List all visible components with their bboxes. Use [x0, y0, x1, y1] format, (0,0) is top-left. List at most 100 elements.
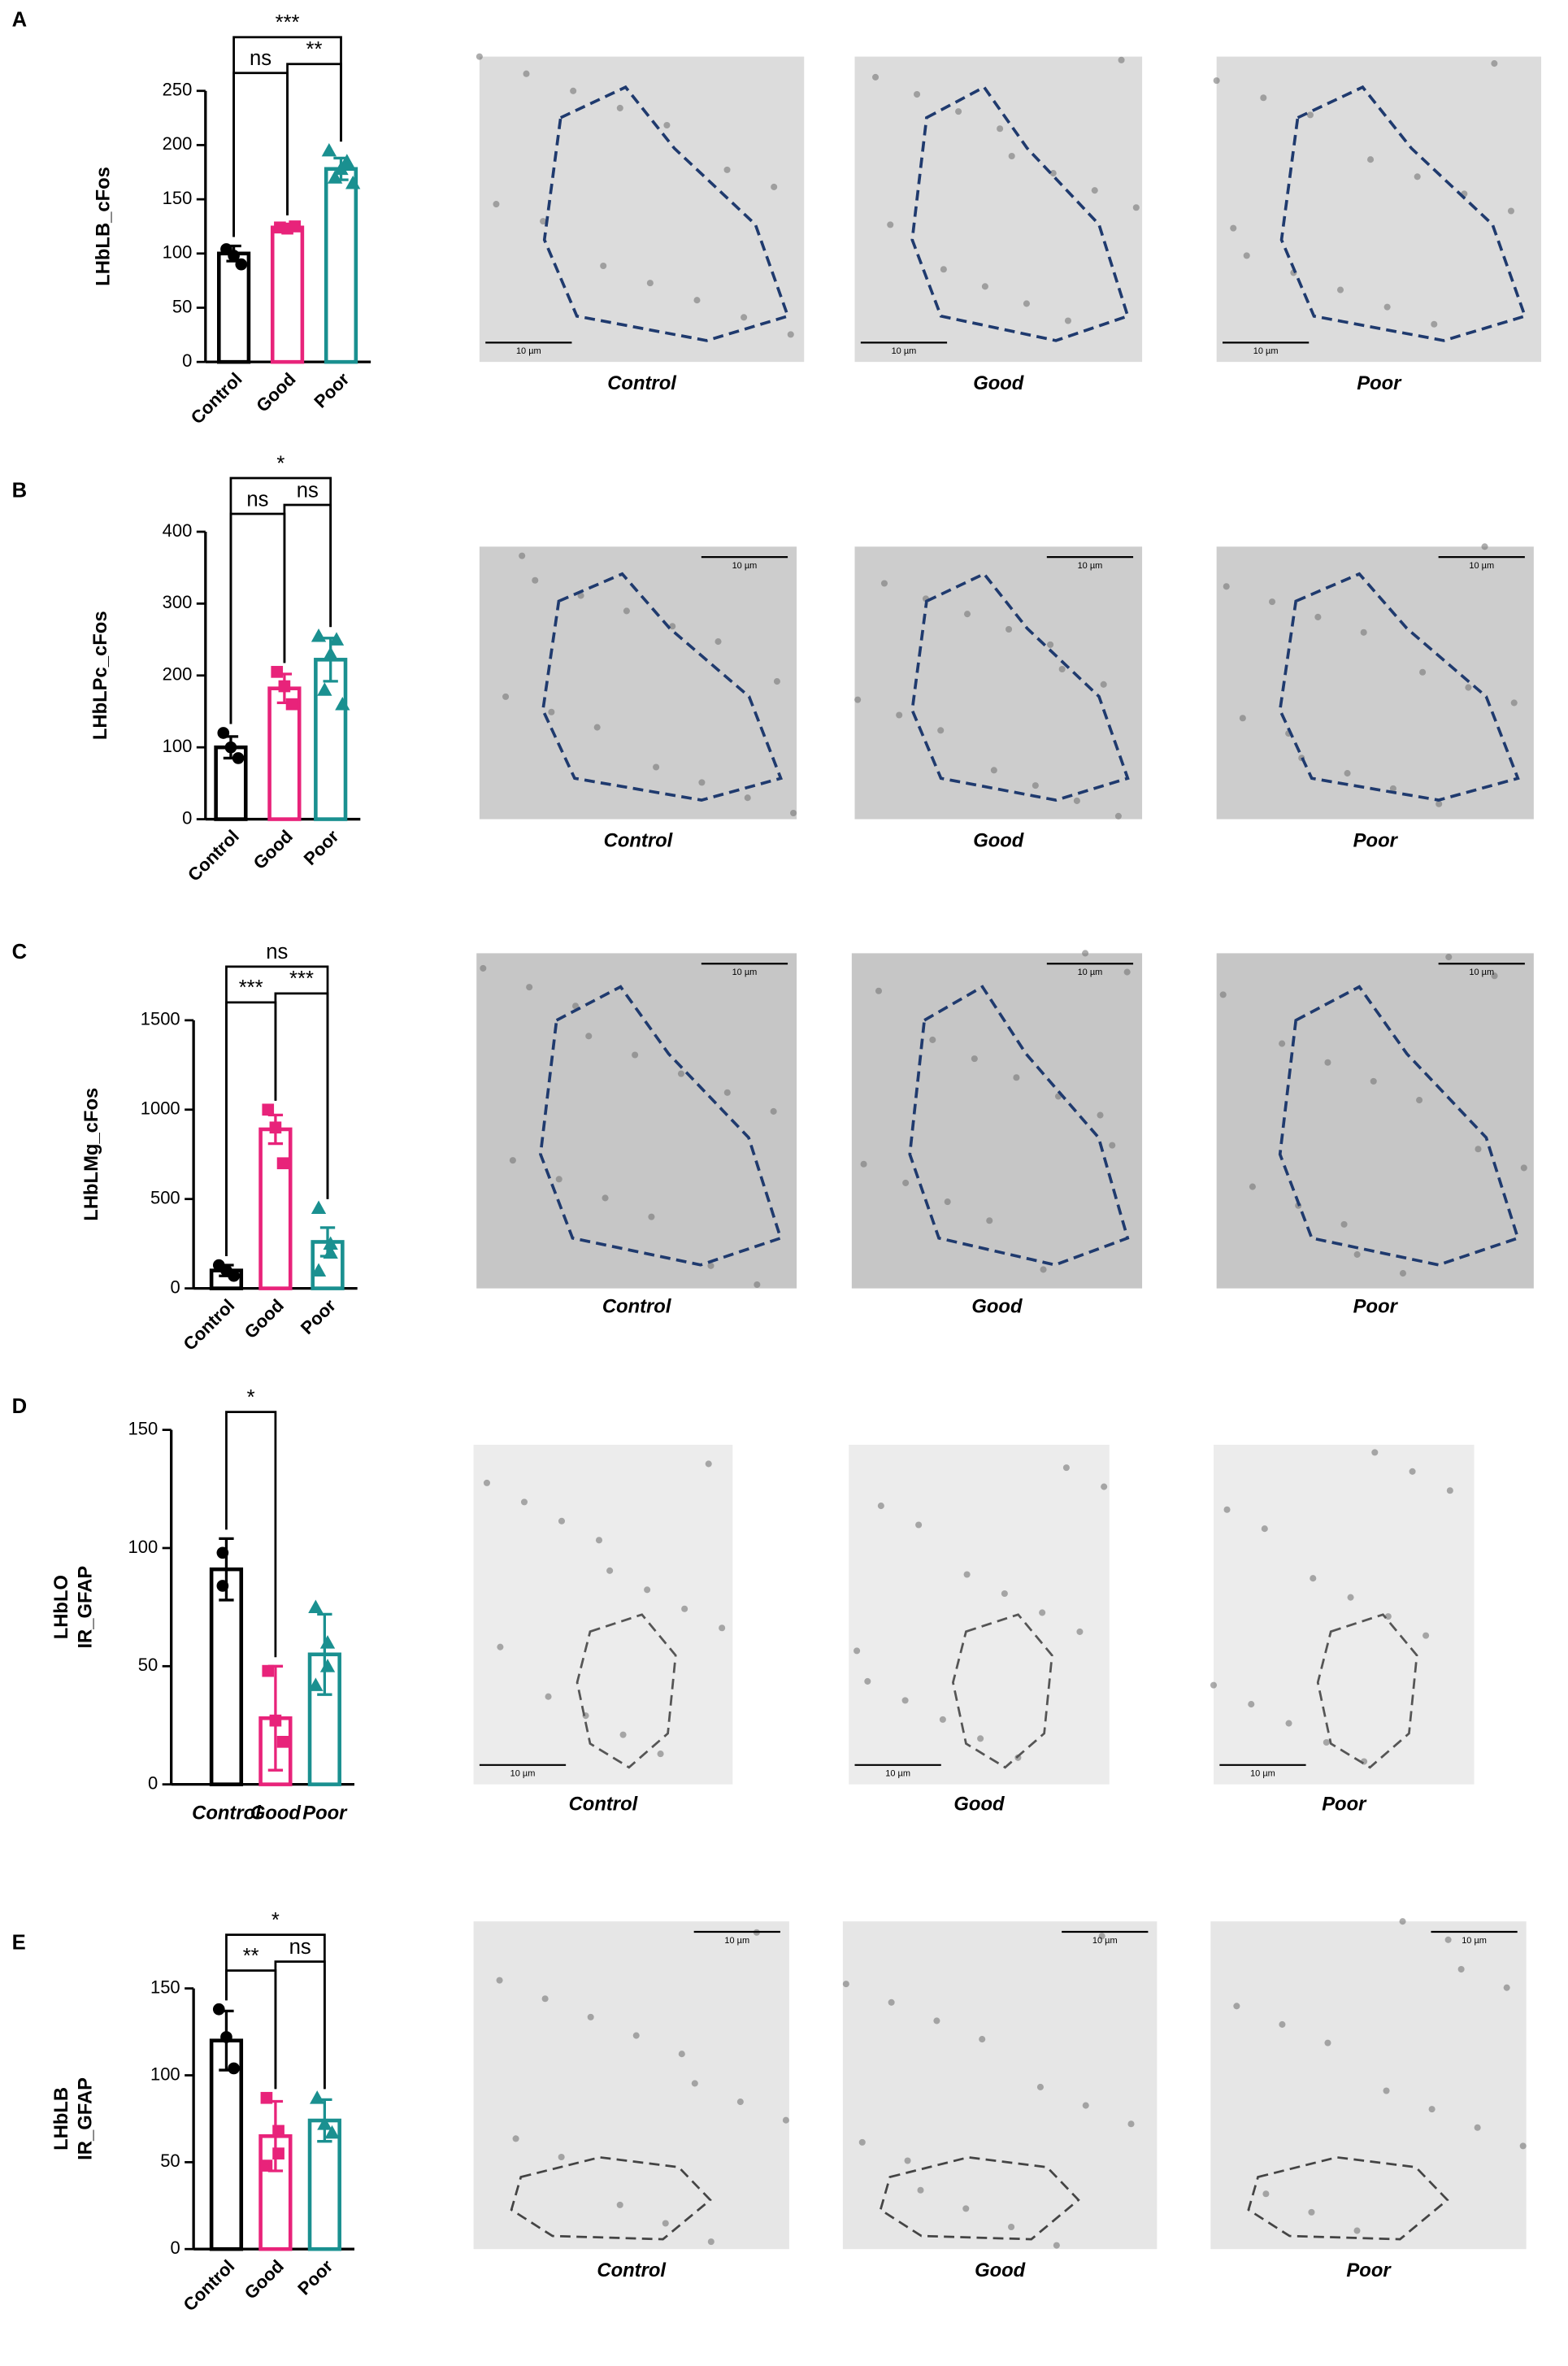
- y-tick-label: 50: [160, 2151, 180, 2171]
- cell-stain: [1100, 681, 1107, 688]
- y-tick-label: 0: [182, 350, 192, 371]
- cell-stain: [1118, 56, 1125, 63]
- panel-letter: D: [12, 1395, 28, 1418]
- significance-label: ns: [266, 941, 288, 963]
- cell-stain: [979, 2036, 986, 2043]
- cell-stain: [532, 576, 539, 584]
- cell-stain: [1062, 1464, 1070, 1472]
- cell-stain: [606, 1567, 614, 1574]
- data-point: [235, 258, 248, 271]
- cell-stain: [1310, 1575, 1317, 1582]
- cell-stain: [519, 552, 526, 559]
- significance-label: *: [276, 452, 284, 475]
- cell-stain: [1053, 2242, 1060, 2249]
- y-tick-label: 1000: [141, 1098, 180, 1119]
- micrograph: [479, 546, 797, 820]
- cell-stain: [1219, 991, 1227, 998]
- cell-stain: [707, 1262, 715, 1269]
- micrograph: [854, 546, 1143, 820]
- cell-stain: [1082, 2102, 1089, 2109]
- y-tick-label: 200: [163, 133, 193, 154]
- significance-label: ***: [276, 11, 300, 34]
- cell-stain: [497, 1643, 504, 1651]
- cell-stain: [1243, 252, 1250, 259]
- cell-stain: [1457, 1966, 1465, 1973]
- data-point: [276, 1157, 289, 1170]
- micrograph-caption: Good: [973, 372, 1024, 394]
- significance-label: *: [271, 1909, 280, 1932]
- cell-stain: [877, 1503, 884, 1510]
- cell-stain: [1082, 950, 1089, 957]
- region-outline: [952, 1613, 1053, 1769]
- cell-stain: [770, 1107, 777, 1115]
- bar: [314, 658, 348, 821]
- cell-stain: [1223, 583, 1230, 590]
- micrograph-caption: Good: [973, 829, 1024, 851]
- data-point: [324, 2125, 340, 2139]
- scale-bar-label: 10 µm: [885, 1769, 910, 1779]
- data-point: [262, 1664, 275, 1677]
- significance-label: ***: [239, 976, 263, 999]
- data-point: [345, 175, 361, 189]
- cell-stain: [663, 121, 671, 129]
- cell-stain: [1465, 684, 1472, 691]
- cell-stain: [520, 1498, 528, 1506]
- y-tick-label: 150: [128, 1418, 159, 1438]
- cell-stain: [1023, 300, 1030, 307]
- cell-stain: [914, 91, 921, 98]
- cell-stain: [773, 678, 780, 685]
- data-point: [308, 1677, 324, 1691]
- cell-stain: [940, 266, 947, 273]
- cell-stain: [1399, 1270, 1406, 1277]
- cell-stain: [977, 1735, 984, 1742]
- cell-stain: [632, 1051, 639, 1059]
- cell-stain: [1491, 60, 1498, 67]
- data-point: [335, 696, 350, 711]
- data-point: [260, 2091, 273, 2104]
- cell-stain: [623, 607, 630, 615]
- scale-bar-label: 10 µm: [510, 1769, 536, 1779]
- micrograph-caption: Control: [604, 829, 674, 851]
- y-tick-label: 500: [150, 1188, 180, 1208]
- data-point: [319, 1635, 336, 1649]
- micrograph: [473, 1444, 733, 1785]
- cell-stain: [593, 724, 601, 731]
- cell-stain: [888, 1998, 895, 2006]
- micrograph: [851, 953, 1143, 1289]
- significance-bracket: [225, 965, 329, 1257]
- cell-stain: [1279, 2020, 1286, 2028]
- cell-stain: [915, 1521, 923, 1529]
- cell-stain: [858, 2138, 866, 2146]
- significance-bracket: [229, 476, 332, 724]
- cell-stain: [917, 2186, 924, 2194]
- panel-letter: E: [12, 1931, 26, 1954]
- significance-bracket: [274, 1960, 326, 2090]
- data-point: [212, 2003, 225, 2016]
- cell-stain: [600, 262, 607, 270]
- cell-stain: [1416, 1097, 1423, 1104]
- panel-letter: B: [12, 479, 28, 502]
- cell-stain: [1248, 1701, 1255, 1708]
- cell-stain: [754, 1281, 761, 1289]
- cell-stain: [1058, 665, 1066, 673]
- data-point: [228, 1269, 240, 1282]
- cell-stain: [736, 2099, 744, 2106]
- cell-stain: [1491, 972, 1498, 980]
- cell-stain: [493, 201, 500, 208]
- scale-bar-label: 10 µm: [1092, 1936, 1118, 1946]
- cell-stain: [872, 73, 880, 80]
- cell-stain: [1285, 1720, 1292, 1727]
- cell-stain: [662, 2220, 669, 2227]
- y-axis-label: LHbLB_cFos: [93, 167, 115, 286]
- cell-stain: [1076, 1628, 1084, 1635]
- cell-stain: [1353, 2227, 1361, 2234]
- cell-stain: [545, 1693, 552, 1700]
- cell-stain: [698, 779, 706, 786]
- region-outline: [539, 985, 783, 1267]
- micrograph: [849, 1444, 1110, 1785]
- x-tick-label: Good: [241, 1295, 288, 1342]
- x-tick-label: Poor: [300, 826, 343, 869]
- cell-stain: [595, 1537, 603, 1544]
